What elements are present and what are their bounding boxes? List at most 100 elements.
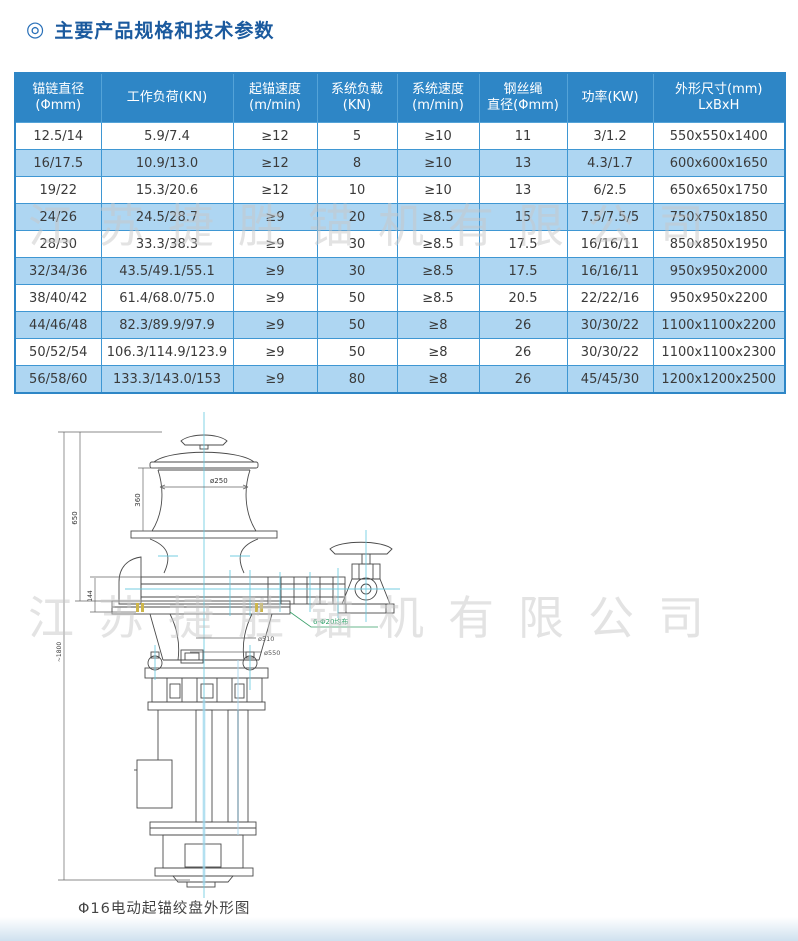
- table-cell: 16/16/11: [566, 230, 654, 258]
- table-cell: 44/46/48: [14, 311, 102, 339]
- page-edge-fade: [0, 917, 798, 941]
- table-cell: 106.3/114.9/123.9: [100, 338, 234, 366]
- table-cell: 45/45/30: [566, 365, 654, 394]
- dim-flange-d2: ø550: [264, 649, 280, 657]
- table-row: 44/46/48 82.3/89.9/97.9 ≥9 50 ≥8 26 30/30/22 11…: [14, 311, 786, 339]
- table-cell: 133.3/143.0/153: [100, 365, 234, 394]
- table-cell: 16/16/11: [566, 257, 654, 285]
- dim-upper-height: 650: [71, 511, 79, 524]
- table-cell: 13: [478, 176, 568, 204]
- column-header: 功率(KW): [566, 72, 654, 123]
- table-cell: ≥8.5: [396, 203, 480, 231]
- table-cell: ≥10: [396, 122, 480, 150]
- table-cell: 24.5/28.7: [100, 203, 234, 231]
- page-title: 主要产品规格和技术参数: [54, 20, 275, 42]
- table-cell: 4.3/1.7: [566, 149, 654, 177]
- dim-drum-diameter: ø250: [210, 477, 228, 485]
- column-header: 系统负载 (KN): [316, 72, 398, 123]
- technical-drawing: ø250 360 650 144 ~1800 ø510 ø550 6-Φ20均布: [40, 400, 420, 905]
- table-cell: 61.4/68.0/75.0: [100, 284, 234, 312]
- table-cell: 50: [316, 284, 398, 312]
- column-header: 起锚速度 (m/min): [232, 72, 318, 123]
- table-cell: ≥12: [232, 122, 318, 150]
- table-cell: 650x650x1750: [652, 176, 786, 204]
- table-cell: ≥10: [396, 149, 480, 177]
- bolt-note-label: 6-Φ20均布: [313, 617, 348, 626]
- table-cell: ≥10: [396, 176, 480, 204]
- table-cell: 30: [316, 230, 398, 258]
- table-cell: 20.5: [478, 284, 568, 312]
- dim-beam-height: 144: [87, 590, 94, 602]
- table-cell: ≥8.5: [396, 257, 480, 285]
- table-cell: 26: [478, 338, 568, 366]
- table-cell: 550x550x1400: [652, 122, 786, 150]
- table-cell: 50: [316, 311, 398, 339]
- column-header: 钢丝绳 直径(Φmm): [478, 72, 568, 123]
- table-cell: 13: [478, 149, 568, 177]
- table-cell: 600x600x1650: [652, 149, 786, 177]
- bolt-marks: [136, 603, 263, 612]
- table-cell: 17.5: [478, 230, 568, 258]
- table-cell: 12.5/14: [14, 122, 102, 150]
- table-cell: ≥9: [232, 284, 318, 312]
- table-cell: 5.9/7.4: [100, 122, 234, 150]
- table-cell: 30/30/22: [566, 338, 654, 366]
- table-cell: 30/30/22: [566, 311, 654, 339]
- table-cell: 80: [316, 365, 398, 394]
- table-cell: 15: [478, 203, 568, 231]
- table-cell: 56/58/60: [14, 365, 102, 394]
- table-cell: 28/30: [14, 230, 102, 258]
- table-cell: 850x850x1950: [652, 230, 786, 258]
- table-cell: 32/34/36: [14, 257, 102, 285]
- table-cell: 19/22: [14, 176, 102, 204]
- table-cell: 950x950x2000: [652, 257, 786, 285]
- table-cell: ≥8: [396, 365, 480, 394]
- table-cell: 26: [478, 311, 568, 339]
- table-cell: ≥9: [232, 230, 318, 258]
- table-cell: ≥8: [396, 311, 480, 339]
- table-row: 56/58/60 133.3/143.0/153 ≥9 80 ≥8 26 45/45/30 1…: [14, 365, 786, 394]
- table-cell: 26: [478, 365, 568, 394]
- table-cell: 50: [316, 338, 398, 366]
- column-header: 系统速度 (m/min): [396, 72, 480, 123]
- table-cell: 750x750x1850: [652, 203, 786, 231]
- table-cell: 1100x1100x2300: [652, 338, 786, 366]
- table-row: 19/22 15.3/20.6 ≥12 10 ≥10 13 6/2.5 650x650x175…: [14, 176, 786, 204]
- page-header: ◎ 主要产品规格和技术参数: [26, 16, 274, 43]
- table-cell: ≥9: [232, 365, 318, 394]
- table-cell: 38/40/42: [14, 284, 102, 312]
- table-row: 38/40/42 61.4/68.0/75.0 ≥9 50 ≥8.5 20.5 22/22/…: [14, 284, 786, 312]
- table-cell: 10.9/13.0: [100, 149, 234, 177]
- dim-total-height: ~1800: [56, 642, 63, 662]
- table-cell: 10: [316, 176, 398, 204]
- table-row: 32/34/36 43.5/49.1/55.1 ≥9 30 ≥8.5 17.5 16/16/…: [14, 257, 786, 285]
- table-cell: 43.5/49.1/55.1: [100, 257, 234, 285]
- table-cell: 20: [316, 203, 398, 231]
- table-cell: 7.5/7.5/5: [566, 203, 654, 231]
- table-cell: 82.3/89.9/97.9: [100, 311, 234, 339]
- table-header-row: 锚链直径 (Φmm) 工作负荷(KN) 起锚速度 (m/min) 系统负载 (KN) 系…: [14, 72, 786, 123]
- spec-table: 锚链直径 (Φmm) 工作负荷(KN) 起锚速度 (m/min) 系统负载 (KN) 系…: [14, 72, 786, 394]
- table-cell: ≥8.5: [396, 230, 480, 258]
- table-cell: 30: [316, 257, 398, 285]
- table-row: 50/52/54 106.3/114.9/123.9 ≥9 50 ≥8 26 30/30/2…: [14, 338, 786, 366]
- table-cell: 50/52/54: [14, 338, 102, 366]
- column-header: 锚链直径 (Φmm): [14, 72, 102, 123]
- table-cell: ≥12: [232, 176, 318, 204]
- table-cell: 15.3/20.6: [100, 176, 234, 204]
- table-cell: 1100x1100x2200: [652, 311, 786, 339]
- table-cell: 22/22/16: [566, 284, 654, 312]
- table-cell: 950x950x2200: [652, 284, 786, 312]
- table-cell: ≥9: [232, 311, 318, 339]
- table-row: 16/17.5 10.9/13.0 ≥12 8 ≥10 13 4.3/1.7 600x600x…: [14, 149, 786, 177]
- table-cell: ≥8.5: [396, 284, 480, 312]
- table-row: 28/30 33.3/38.3 ≥9 30 ≥8.5 17.5 16/16/11 850x85…: [14, 230, 786, 258]
- table-row: 24/26 24.5/28.7 ≥9 20 ≥8.5 15 7.5/7.5/5 750x750…: [14, 203, 786, 231]
- table-row: 12.5/14 5.9/7.4 ≥12 5 ≥10 11 3/1.2 550x550x1400: [14, 122, 786, 150]
- capstan-outline-svg: ø250 360 650 144 ~1800 ø510 ø550 6-Φ20均布: [56, 412, 400, 898]
- column-header: 工作负荷(KN): [100, 72, 234, 123]
- section-bullet-icon: ◎: [26, 17, 45, 41]
- table-cell: 3/1.2: [566, 122, 654, 150]
- table-cell: ≥8: [396, 338, 480, 366]
